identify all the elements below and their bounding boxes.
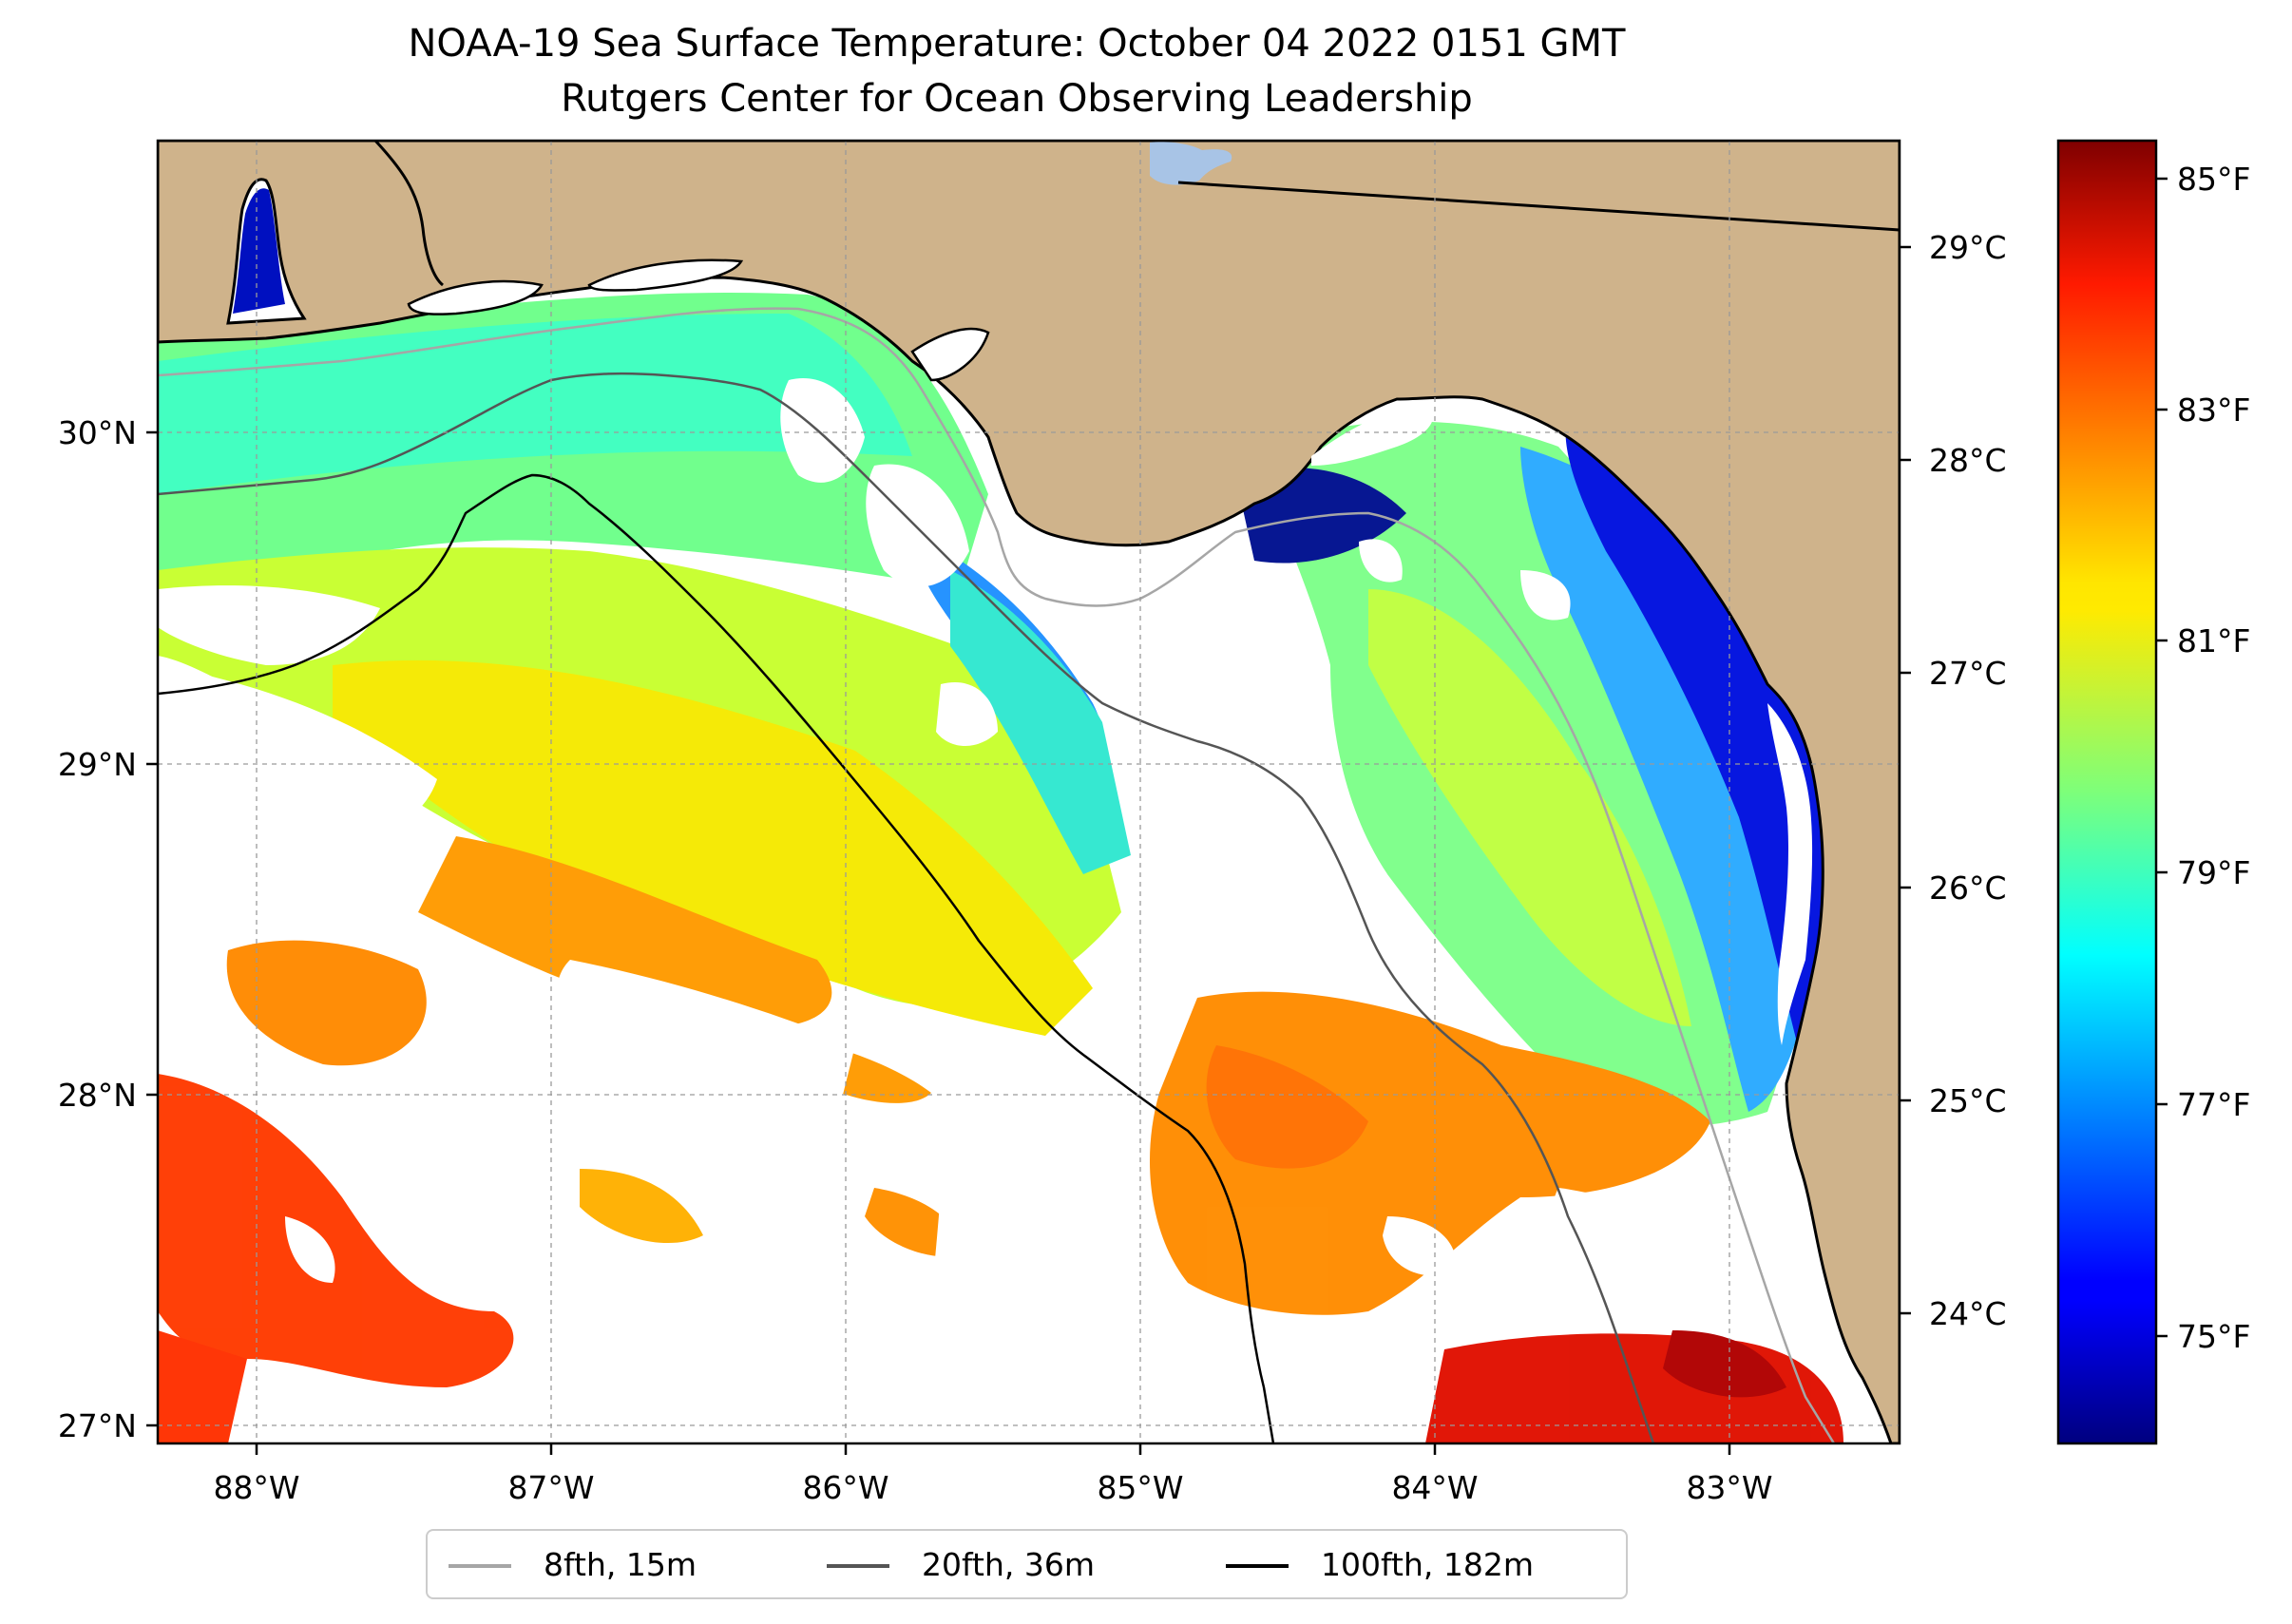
- isobath-8fth: [158, 307, 1836, 1443]
- legend-swatch: [827, 1564, 889, 1568]
- legend-swatch: [449, 1564, 511, 1568]
- colorbar-f-tick: 79°F: [2177, 854, 2250, 891]
- y-tick-label: 29°N: [58, 746, 137, 783]
- colorbar-f-tick: 75°F: [2177, 1318, 2250, 1355]
- colorbar-f-tick: 77°F: [2177, 1086, 2250, 1123]
- colorbar-c-tick: 26°C: [1929, 869, 2007, 907]
- y-tick-label: 28°N: [58, 1077, 137, 1114]
- colorbar-f-tick: 83°F: [2177, 392, 2250, 429]
- legend-label: 20fth, 36m: [922, 1546, 1095, 1583]
- colorbar-c-tick: 25°C: [1929, 1082, 2007, 1119]
- colorbar-c-tick: 27°C: [1929, 655, 2007, 692]
- gridlines: [158, 141, 1900, 1443]
- isobath-20fth: [158, 372, 1655, 1443]
- isobath-legend: 8fth, 15m 20fth, 36m 100fth, 182m: [426, 1529, 1628, 1599]
- y-tick-label: 27°N: [58, 1407, 137, 1444]
- x-tick-label: 88°W: [213, 1469, 299, 1506]
- sst-field: [158, 293, 1846, 1443]
- legend-swatch: [1226, 1564, 1289, 1568]
- map-title: NOAA-19 Sea Surface Temperature: October…: [408, 22, 1626, 66]
- colorbar: [2056, 139, 2158, 1445]
- lake: [1150, 142, 1232, 185]
- colorbar-c-tick: 28°C: [1929, 442, 2007, 479]
- isobath-100fth: [158, 473, 1275, 1443]
- legend-label: 100fth, 182m: [1321, 1546, 1534, 1583]
- legend-label: 8fth, 15m: [544, 1546, 697, 1583]
- x-tick-label: 84°W: [1391, 1469, 1478, 1506]
- x-tick-label: 87°W: [507, 1469, 594, 1506]
- map-subtitle: Rutgers Center for Ocean Observing Leade…: [561, 77, 1473, 121]
- x-tick-label: 83°W: [1686, 1469, 1772, 1506]
- colorbar-f-tick: 85°F: [2177, 161, 2250, 198]
- colorbar-f-tick: 81°F: [2177, 622, 2250, 659]
- x-tick-label: 85°W: [1097, 1469, 1183, 1506]
- colorbar-c-tick: 29°C: [1929, 229, 2007, 266]
- y-tick-label: 30°N: [58, 414, 137, 451]
- x-tick-label: 86°W: [802, 1469, 888, 1506]
- colorbar-c-tick: 24°C: [1929, 1295, 2007, 1332]
